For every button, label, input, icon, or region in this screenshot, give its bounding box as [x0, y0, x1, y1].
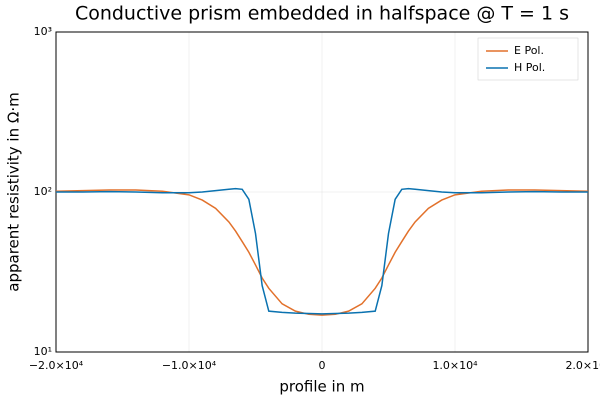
legend-label: E Pol. [514, 44, 544, 57]
x-tick-label: −1.0×10⁴ [162, 359, 217, 372]
y-tick-label: 10¹ [34, 345, 52, 358]
x-tick-label: 1.0×10⁴ [432, 359, 478, 372]
legend-label: H Pol. [514, 61, 545, 74]
x-tick-label: −2.0×10⁴ [29, 359, 84, 372]
y-axis-label: apparent resistivity in Ω·m [5, 92, 23, 291]
chart-title: Conductive prism embedded in halfspace @… [75, 3, 569, 25]
legend-box [477, 37, 579, 81]
y-tick-label: 10³ [34, 25, 52, 38]
series-line [55, 189, 589, 316]
x-axis-label: profile in m [279, 378, 364, 396]
x-tick-label: 2.0×10⁴ [565, 359, 600, 372]
x-tick-label: 0 [319, 359, 326, 372]
series-line [56, 187, 588, 315]
y-tick-label: 10² [34, 185, 52, 198]
